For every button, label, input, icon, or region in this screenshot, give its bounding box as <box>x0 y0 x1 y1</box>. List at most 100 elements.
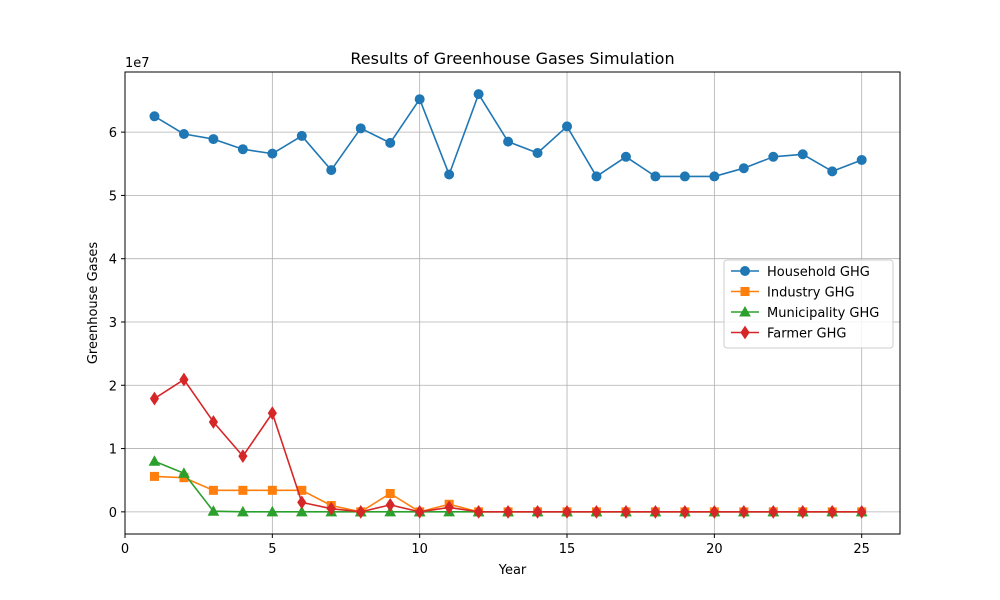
data-point <box>473 89 484 100</box>
data-point <box>797 149 808 160</box>
data-point <box>267 148 278 159</box>
data-point <box>237 505 249 517</box>
legend-swatch-marker <box>739 305 751 317</box>
data-point <box>326 165 337 176</box>
data-point <box>266 505 279 517</box>
data-point <box>591 171 602 182</box>
y-tick-label: 3 <box>109 316 117 331</box>
data-point <box>267 406 277 421</box>
data-point <box>503 136 514 147</box>
data-point <box>149 471 159 481</box>
data-point <box>827 166 838 177</box>
data-point <box>798 504 808 519</box>
legend-entry: Municipality GHG <box>731 305 879 321</box>
data-point <box>768 151 779 162</box>
y-axis-label: Greenhouse Gases <box>86 242 101 365</box>
x-tick-label: 20 <box>706 542 723 557</box>
data-point <box>149 391 160 406</box>
data-point <box>739 504 749 519</box>
data-point <box>385 488 395 498</box>
data-point <box>562 504 572 519</box>
data-point <box>827 504 837 519</box>
x-tick-label: 15 <box>559 542 576 557</box>
series-line <box>154 93 862 178</box>
data-point <box>562 121 573 132</box>
legend-entry: Farmer GHG <box>731 325 846 342</box>
data-point <box>208 134 219 145</box>
data-point <box>178 129 189 140</box>
data-point <box>296 130 307 141</box>
data-point <box>385 497 395 512</box>
data-point <box>503 504 513 519</box>
series-farmer-ghg <box>149 372 867 519</box>
data-point <box>532 504 543 519</box>
x-tick-label: 25 <box>853 542 870 557</box>
legend-swatch-marker <box>740 266 750 276</box>
data-point <box>238 449 248 464</box>
x-tick-label: 0 <box>121 542 129 557</box>
legend-entry: Industry GHG <box>731 286 855 301</box>
data-point <box>355 123 366 134</box>
data-point <box>444 169 455 180</box>
legend-box <box>723 259 894 349</box>
axis-ticks: 0 5 10 15 20 25 0 1 2 3 4 5 6 <box>109 126 870 557</box>
data-point <box>295 505 308 517</box>
data-point <box>620 151 631 162</box>
series-layer <box>148 89 868 519</box>
data-point <box>444 500 454 515</box>
data-point <box>237 144 248 155</box>
data-point <box>768 504 778 519</box>
data-point <box>680 504 690 519</box>
data-point <box>650 504 661 519</box>
y-tick-label: 1 <box>109 443 117 458</box>
data-point <box>385 137 396 148</box>
data-point <box>679 171 690 182</box>
legend-label: Industry GHG <box>767 286 855 301</box>
data-point <box>267 485 277 495</box>
data-point <box>532 148 543 159</box>
data-point <box>207 505 220 516</box>
legend-swatch-marker <box>740 287 750 296</box>
x-tick-label: 5 <box>268 542 276 557</box>
data-point <box>208 415 219 429</box>
data-point <box>709 171 720 182</box>
y-tick-label: 2 <box>109 379 117 394</box>
data-point <box>621 504 631 519</box>
data-point <box>738 163 749 174</box>
data-point <box>415 504 425 519</box>
data-point <box>178 467 190 478</box>
legend-label: Farmer GHG <box>767 327 846 342</box>
legend-swatch-marker <box>740 325 750 340</box>
series-line <box>154 378 862 513</box>
data-point <box>238 485 248 495</box>
series-line <box>154 460 862 513</box>
data-point <box>148 455 161 466</box>
y-tick-label: 6 <box>109 126 117 141</box>
legend-label: Municipality GHG <box>767 306 879 321</box>
chart-title: Results of Greenhouse Gases Simulation <box>350 49 674 68</box>
plot-area-frame <box>124 71 901 535</box>
data-point <box>149 111 160 122</box>
data-point <box>857 504 867 519</box>
data-point <box>856 154 867 165</box>
x-tick-label: 10 <box>411 542 428 557</box>
series-household-ghg <box>149 89 867 182</box>
y-tick-label: 5 <box>109 189 117 204</box>
data-point <box>650 171 661 182</box>
data-point <box>591 504 602 519</box>
data-point <box>326 501 336 516</box>
data-point <box>297 495 307 510</box>
data-point <box>356 504 366 519</box>
legend-entry: Household GHG <box>731 265 870 280</box>
x-axis-label: Year <box>498 563 527 578</box>
data-point <box>709 504 719 519</box>
data-point <box>208 485 218 495</box>
data-point <box>179 372 189 387</box>
y-tick-label: 0 <box>109 506 117 521</box>
data-point <box>414 94 425 105</box>
y-tick-label: 4 <box>109 253 117 268</box>
data-point <box>474 504 484 519</box>
legend: Household GHG Industry GHG Municipality GH… <box>723 259 894 349</box>
